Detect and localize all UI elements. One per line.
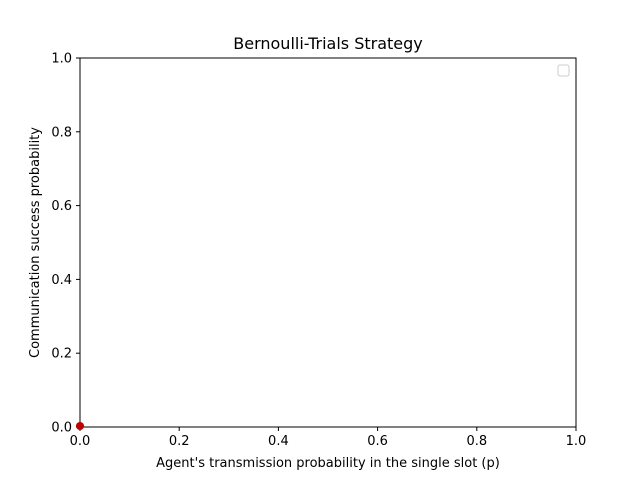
x-tick-label: 0.8 [466, 434, 487, 449]
y-axis-label: Communication success probability [28, 127, 43, 358]
data-point [76, 422, 84, 430]
legend [557, 64, 570, 77]
x-tick-label: 1.0 [566, 434, 587, 449]
x-axis: 0.0 0.2 0.4 0.6 0.8 1.0 [70, 427, 587, 449]
y-tick-label: 0.2 [51, 347, 72, 362]
y-axis: 0.0 0.2 0.4 0.6 0.8 1.0 [51, 52, 80, 436]
plot-frame [79, 57, 577, 428]
x-tick-label: 0.0 [70, 434, 91, 449]
y-tick-label: 0.4 [51, 273, 72, 288]
x-tick-label: 0.6 [367, 434, 388, 449]
legend-box [557, 64, 570, 77]
data-points [76, 422, 84, 430]
y-tick-label: 0.6 [51, 199, 72, 214]
y-tick-label: 0.8 [51, 125, 72, 140]
x-tick-label: 0.4 [268, 434, 289, 449]
y-tick-label: 0.0 [51, 421, 72, 436]
x-axis-label: Agent's transmission probability in the … [156, 456, 500, 471]
x-tick-label: 0.2 [169, 434, 190, 449]
plot-area [79, 57, 577, 428]
y-tick-label: 1.0 [51, 52, 72, 67]
chart-title: Bernoulli-Trials Strategy [233, 34, 423, 53]
